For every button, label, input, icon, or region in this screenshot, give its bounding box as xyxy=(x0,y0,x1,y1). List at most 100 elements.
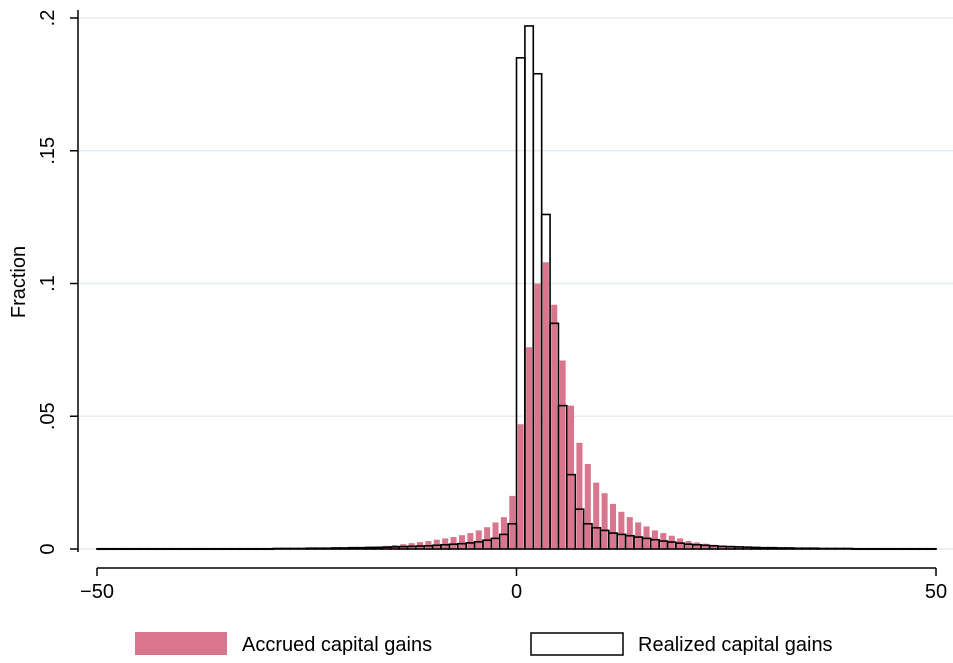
realized-bar xyxy=(926,547,937,551)
legend-swatch-accrued xyxy=(135,632,227,655)
realized-bar xyxy=(910,547,921,551)
y-tick-label: .15 xyxy=(37,137,59,165)
y-tick-label: .05 xyxy=(37,402,59,430)
realized-bar xyxy=(213,547,224,551)
x-axis-ticks: −50 0 50 xyxy=(80,568,947,603)
realized-bar xyxy=(750,546,761,550)
realized-bar xyxy=(138,547,149,551)
realized-bar xyxy=(263,547,274,551)
accrued-bar xyxy=(534,283,541,549)
accrued-bar xyxy=(500,517,507,549)
accrued-bar xyxy=(475,530,482,549)
accrued-bar xyxy=(559,360,566,549)
realized-bar xyxy=(96,547,107,551)
accrued-bar xyxy=(484,527,491,549)
realized-bar xyxy=(918,547,929,551)
realized-bar xyxy=(255,547,266,551)
realized-bar xyxy=(247,547,258,551)
realized-bar xyxy=(759,546,769,550)
accrued-bar xyxy=(584,464,591,549)
accrued-bar xyxy=(693,542,700,549)
realized-bar xyxy=(180,547,191,551)
accrued-bar xyxy=(710,544,717,549)
accrued-bar xyxy=(568,405,575,549)
y-tick-label: .2 xyxy=(37,10,59,27)
realized-bar xyxy=(305,547,316,550)
grid-lines xyxy=(78,17,953,550)
realized-bars xyxy=(96,25,937,551)
realized-bar xyxy=(171,547,182,551)
realized-bar xyxy=(817,547,828,550)
realized-bar xyxy=(121,547,132,551)
realized-bar xyxy=(826,547,837,550)
y-axis-title: Fraction xyxy=(8,246,30,318)
realized-bar xyxy=(364,546,375,550)
realized-bar xyxy=(800,547,811,550)
realized-bar xyxy=(289,547,300,550)
realized-bar xyxy=(809,547,820,550)
realized-bar xyxy=(893,547,904,551)
realized-bar xyxy=(222,547,233,551)
realized-bar xyxy=(767,546,778,550)
realized-bar xyxy=(859,547,870,551)
legend: Accrued capital gains Realized capital g… xyxy=(135,632,833,656)
accrued-bar xyxy=(517,424,524,549)
realized-bar xyxy=(373,546,384,550)
realized-bar xyxy=(347,546,358,550)
realized-bar xyxy=(356,546,367,550)
realized-bar xyxy=(163,547,174,551)
accrued-bar xyxy=(719,545,726,549)
realized-bar xyxy=(784,547,795,550)
realized-bar xyxy=(129,547,140,551)
realized-bar xyxy=(775,547,786,550)
accrued-bar xyxy=(727,546,734,549)
accrued-bar xyxy=(735,546,742,549)
realized-bar xyxy=(196,547,207,551)
realized-bar xyxy=(230,547,241,551)
accrued-bar xyxy=(492,522,499,549)
realized-bar xyxy=(792,547,803,550)
accrued-bar xyxy=(509,495,516,549)
realized-bar xyxy=(205,547,216,551)
realized-bar xyxy=(884,547,895,551)
realized-bar xyxy=(146,547,157,551)
accrued-bar xyxy=(618,511,625,549)
realized-bar xyxy=(851,547,862,551)
realized-bar xyxy=(876,547,887,551)
realized-bar xyxy=(339,547,350,550)
accrued-bar xyxy=(626,517,633,549)
accrued-bar xyxy=(542,262,549,549)
accrued-bar xyxy=(593,482,600,549)
realized-bar xyxy=(834,547,845,550)
legend-label-realized: Realized capital gains xyxy=(638,634,833,656)
realized-bar xyxy=(842,547,853,550)
realized-bar xyxy=(272,547,283,550)
realized-bar xyxy=(901,547,912,551)
x-tick-label: 50 xyxy=(925,581,947,603)
accrued-bar xyxy=(702,543,709,549)
accrued-bar xyxy=(635,522,642,549)
realized-bar xyxy=(868,547,879,551)
x-tick-label: −50 xyxy=(80,581,114,603)
realized-bar xyxy=(112,547,123,551)
accrued-bar xyxy=(442,538,449,549)
realized-bar xyxy=(322,547,333,550)
accrued-bar xyxy=(433,539,440,549)
accrued-bar xyxy=(458,535,465,549)
legend-label-accrued: Accrued capital gains xyxy=(242,634,432,656)
realized-bar xyxy=(314,547,325,550)
accrued-bar xyxy=(576,442,583,549)
accrued-bar xyxy=(609,503,617,549)
x-tick-label: 0 xyxy=(511,581,522,603)
accrued-bar xyxy=(450,537,457,549)
accrued-bar xyxy=(601,493,608,549)
y-tick-label: 0 xyxy=(37,543,59,554)
accrued-bar xyxy=(551,304,558,549)
accrued-bar xyxy=(467,533,474,549)
legend-swatch-realized xyxy=(530,632,624,656)
realized-bar xyxy=(297,547,308,550)
y-axis-ticks: 0 .05 .1 .15 .2 xyxy=(37,10,78,555)
realized-bar xyxy=(188,547,199,551)
realized-bar xyxy=(238,547,249,551)
